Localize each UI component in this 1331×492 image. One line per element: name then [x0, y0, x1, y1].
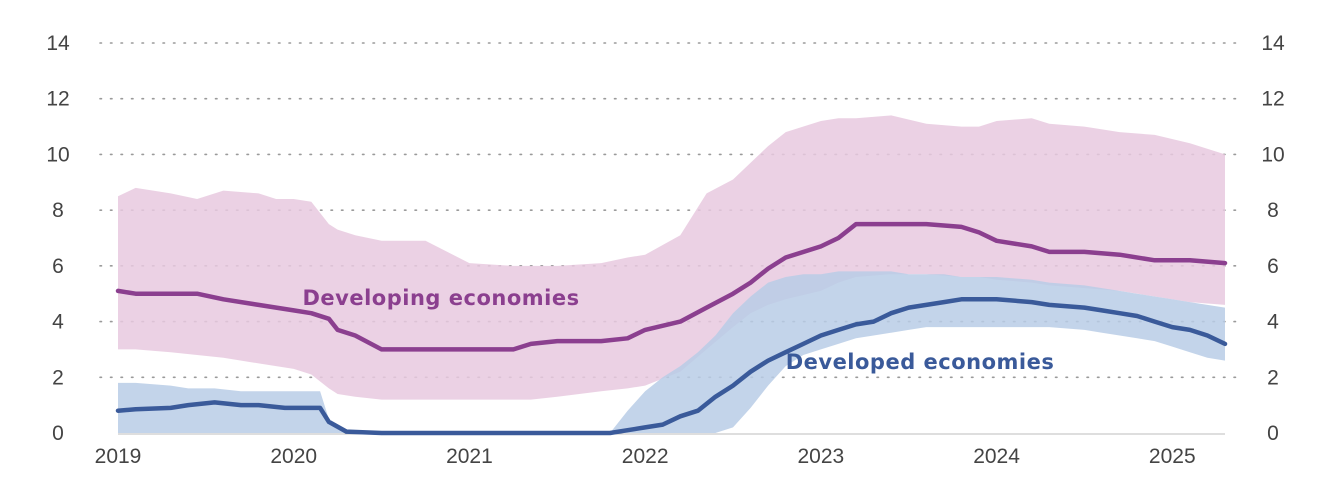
developed-economies-line	[115, 297, 1228, 436]
developing-economies-line	[115, 221, 1228, 352]
y-tick-left-8: 8	[52, 199, 64, 222]
x-tick-2025: 2025	[1149, 445, 1196, 468]
y-tick-left-6: 6	[52, 255, 64, 278]
y-tick-right-8: 8	[1267, 199, 1279, 222]
developing-economies-range-band	[118, 115, 1225, 400]
y-tick-right-12: 12	[1261, 88, 1284, 111]
axis-labels: 0 0 2 2 4 4 6 6 8 8 10 10 12 12 14 14 2019 2020 2021 2022 20…	[46, 32, 1285, 468]
range-bands	[118, 115, 1225, 433]
x-tick-2024: 2024	[973, 445, 1020, 468]
y-tick-left-2: 2	[52, 366, 64, 389]
x-tick-2019: 2019	[95, 445, 142, 468]
y-tick-right-14: 14	[1261, 32, 1285, 55]
y-tick-right-10: 10	[1261, 143, 1284, 166]
series-lines	[115, 221, 1228, 436]
y-tick-left-0: 0	[52, 422, 64, 445]
y-tick-right-6: 6	[1267, 255, 1279, 278]
x-tick-2022: 2022	[622, 445, 669, 468]
developing-economies-label: Developing economies	[303, 286, 580, 310]
x-tick-2023: 2023	[797, 445, 844, 468]
x-tick-2020: 2020	[270, 445, 317, 468]
y-tick-left-12: 12	[46, 88, 69, 111]
developed-economies-range-band	[118, 271, 1225, 433]
y-tick-left-14: 14	[46, 32, 70, 55]
y-tick-right-4: 4	[1267, 311, 1279, 334]
series-annotations: Developing economies Developed economies	[303, 286, 1055, 374]
y-tick-right-0: 0	[1267, 422, 1279, 445]
y-tick-left-10: 10	[46, 143, 69, 166]
y-tick-right-2: 2	[1267, 366, 1279, 389]
developed-economies-label: Developed economies	[786, 350, 1055, 374]
x-tick-2021: 2021	[446, 445, 493, 468]
y-tick-left-4: 4	[52, 311, 64, 334]
